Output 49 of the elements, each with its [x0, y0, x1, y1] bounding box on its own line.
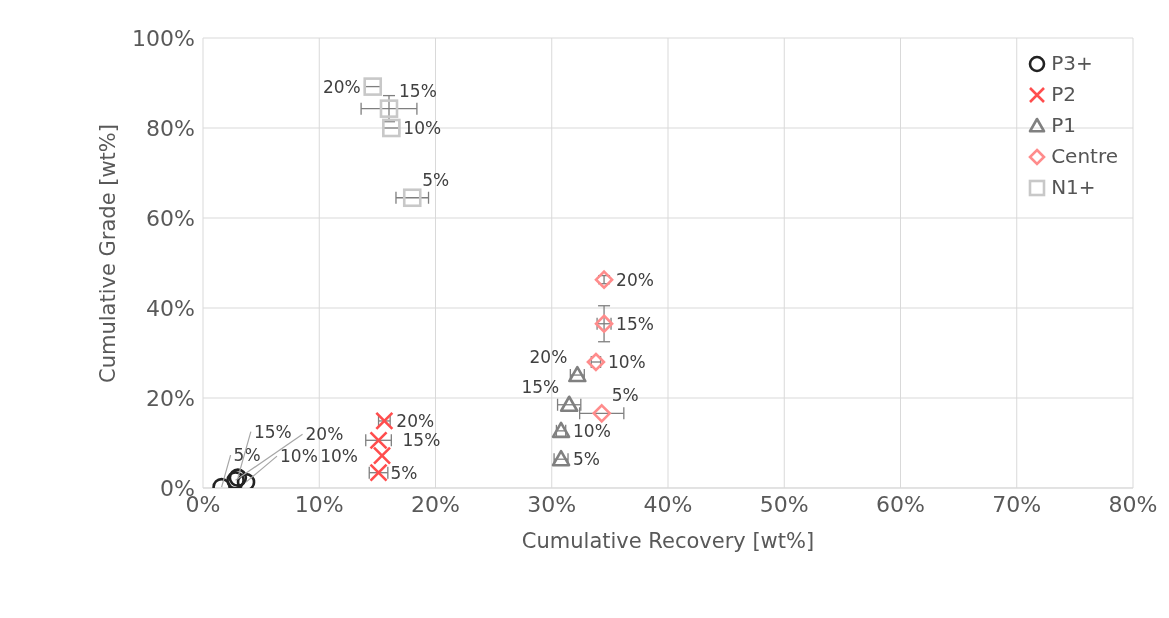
x-tick-label: 50% [759, 491, 809, 517]
annotation: 15% [402, 430, 441, 451]
y-tick-label: 60% [146, 205, 195, 231]
annotation: 10% [280, 446, 318, 467]
x-tick-label: 20% [411, 491, 460, 517]
x-tick-label: 40% [643, 491, 693, 517]
annotation: 5% [390, 462, 418, 483]
annotation: 5% [611, 385, 639, 406]
point [363, 77, 383, 96]
annotation: 15% [521, 376, 560, 397]
annotation: 10% [573, 420, 611, 441]
annotation: 15% [253, 421, 292, 442]
point [551, 421, 571, 439]
annotation: 20% [616, 269, 654, 290]
annotation: 10% [320, 445, 359, 466]
annotation: 5% [233, 445, 261, 466]
y-axis-title: Cumulative Grade [wt%] [96, 124, 121, 383]
x-tick-label: 60% [876, 491, 925, 517]
legend-label: P1 [1051, 112, 1076, 139]
annotation: 20% [529, 347, 568, 368]
x-tick-label: 30% [527, 491, 577, 517]
annotation: 15% [399, 80, 437, 101]
annotation: 10% [403, 118, 442, 138]
point [382, 118, 401, 138]
annotation: 10% [607, 352, 646, 372]
annotation: 20% [396, 410, 435, 431]
x-tick-label: 70% [992, 491, 1042, 517]
point [372, 446, 392, 465]
y-tick-label: 100% [132, 25, 195, 51]
annotation: 5% [422, 169, 450, 190]
legend-label: N1+ [1051, 174, 1096, 201]
point [369, 431, 388, 450]
y-tick-label: 40% [146, 295, 195, 321]
point [402, 188, 422, 208]
y-tick-label: 20% [146, 385, 195, 411]
legend-label: P2 [1051, 81, 1076, 108]
point [592, 404, 612, 423]
x-tick-label: 10% [294, 491, 344, 517]
point [379, 99, 399, 118]
legend-label: Centre [1051, 143, 1118, 170]
annotation: 5% [573, 449, 601, 470]
annotation: 20% [305, 424, 344, 445]
annotation: 20% [322, 76, 361, 97]
y-tick-label: 80% [146, 115, 195, 141]
legend-label: P3+ [1051, 50, 1093, 77]
annotation: 15% [616, 313, 654, 334]
x-tick-label: 80% [1108, 491, 1158, 517]
x-axis-title: Cumulative Recovery [wt%] [521, 529, 815, 553]
point [594, 270, 614, 289]
